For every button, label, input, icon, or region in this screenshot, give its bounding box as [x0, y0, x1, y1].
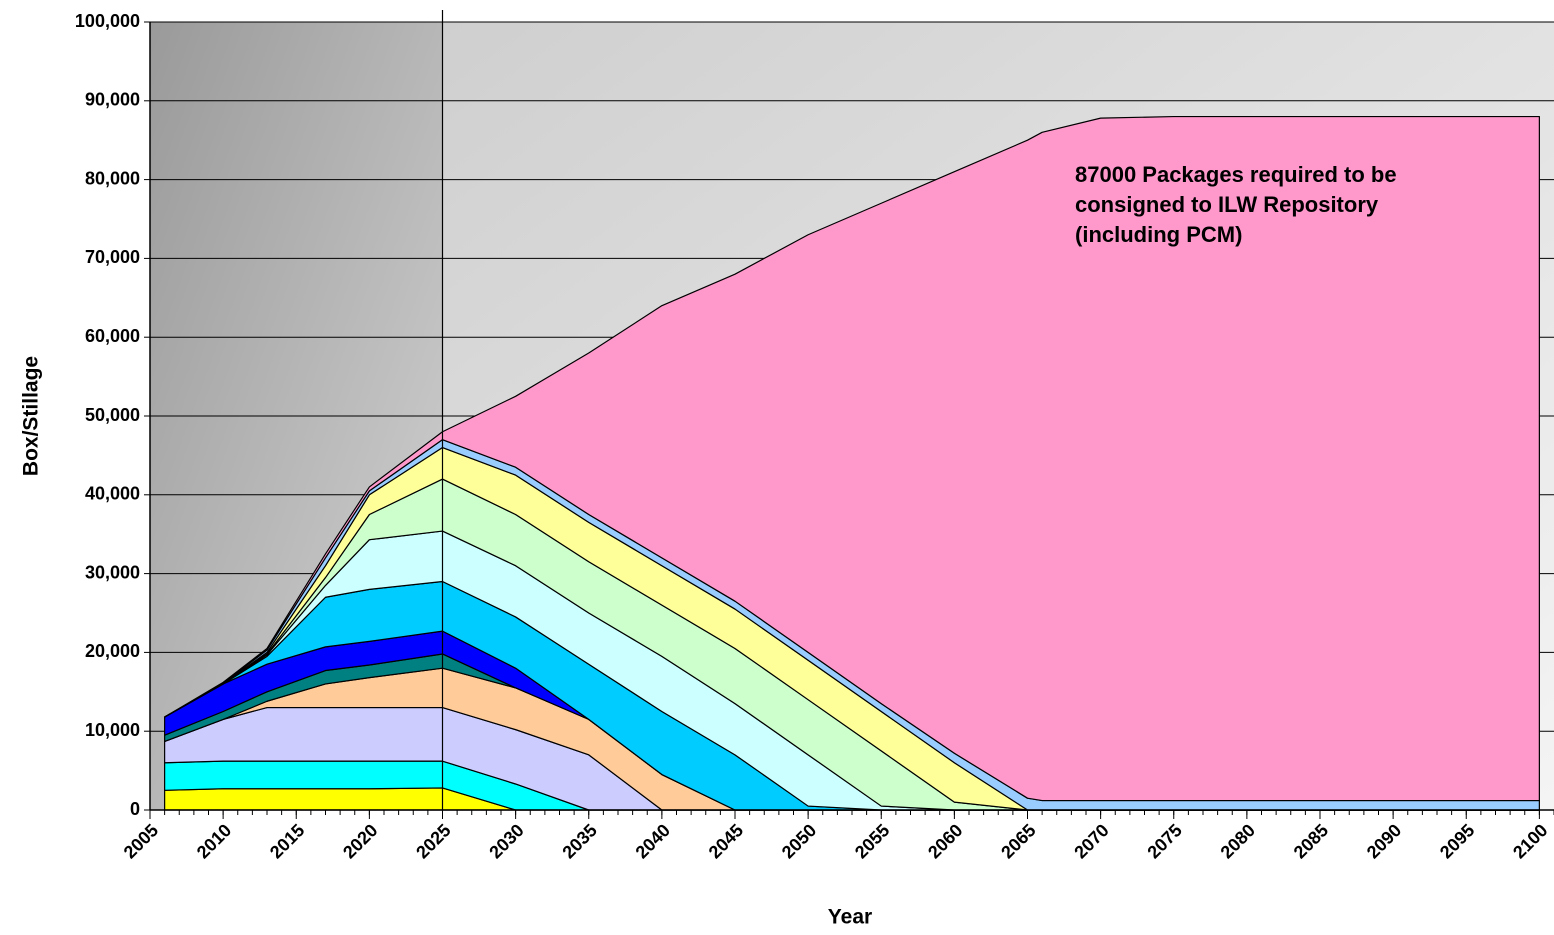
x-tick-label: 2050: [778, 820, 820, 862]
x-tick-label: 2025: [412, 820, 454, 862]
x-tick-label: 2065: [997, 820, 1039, 862]
annotation: 87000 Packages required to be: [1075, 162, 1397, 187]
areas: [164, 115, 1540, 811]
y-tick-label: 60,000: [85, 326, 140, 346]
y-tick-label: 10,000: [85, 720, 140, 740]
x-tick-label: 2070: [1070, 820, 1112, 862]
x-tick-label: 2085: [1290, 820, 1332, 862]
x-axis-label: Year: [828, 906, 872, 929]
x-tick-label: 2010: [193, 820, 235, 862]
x-tick-label: 2090: [1363, 820, 1405, 862]
x-tick-label: 2100: [1509, 820, 1551, 862]
y-tick-label: 40,000: [85, 484, 140, 504]
x-tick-label: 2095: [1436, 820, 1478, 862]
area: [164, 115, 1540, 802]
x-tick-label: 2060: [924, 820, 966, 862]
annotation: consigned to ILW Repository: [1075, 192, 1379, 217]
x-tick-label: 2005: [120, 820, 162, 862]
y-tick-label: 100,000: [75, 11, 140, 31]
y-axis-label: Box/Stillage: [20, 356, 43, 476]
y-tick-label: 30,000: [85, 562, 140, 582]
y-tick-label: 80,000: [85, 168, 140, 188]
x-tick-label: 2075: [1143, 820, 1185, 862]
annotation: (including PCM): [1075, 222, 1242, 247]
x-tick-label: 2045: [705, 820, 747, 862]
x-tick-label: 2040: [632, 820, 674, 862]
y-tick-label: 70,000: [85, 247, 140, 267]
x-tick-label: 2020: [339, 820, 381, 862]
y-tick-label: 90,000: [85, 90, 140, 110]
x-tick-label: 2015: [266, 820, 308, 862]
y-tick-label: 50,000: [85, 405, 140, 425]
x-tick-label: 2030: [485, 820, 527, 862]
x-tick-label: 2080: [1217, 820, 1259, 862]
x-tick-label: 2055: [851, 820, 893, 862]
y-tick-label: 20,000: [85, 641, 140, 661]
y-tick-label: 0: [130, 799, 140, 819]
x-tick-label: 2035: [558, 820, 600, 862]
